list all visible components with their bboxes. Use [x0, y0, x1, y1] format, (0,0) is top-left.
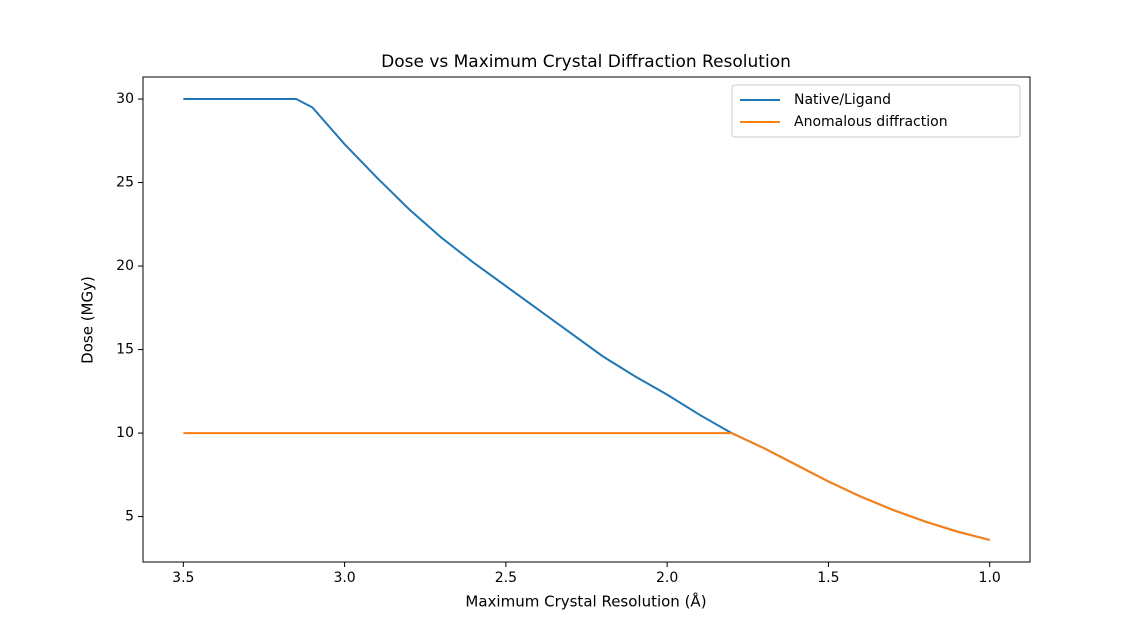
x-tick-label: 3.0	[333, 570, 355, 586]
y-tick-label: 5	[125, 509, 134, 525]
chart-title: Dose vs Maximum Crystal Diffraction Reso…	[381, 52, 791, 72]
x-tick-label: 1.5	[817, 570, 839, 586]
y-tick-label: 20	[116, 258, 134, 274]
x-tick-label: 2.0	[656, 570, 678, 586]
y-tick-label: 30	[116, 91, 134, 107]
y-tick-label: 10	[116, 425, 134, 441]
y-axis-label: Dose (MGy)	[79, 276, 97, 364]
y-tick-label: 15	[116, 342, 134, 358]
plot-frame	[142, 76, 1031, 563]
series-line	[183, 432, 990, 541]
series-line	[183, 98, 990, 541]
x-tick-label: 2.5	[495, 570, 517, 586]
legend-label: Native/Ligand	[794, 92, 891, 108]
legend-label: Anomalous diffraction	[794, 114, 948, 130]
y-tick-label: 25	[116, 175, 134, 191]
x-tick-label: 1.0	[979, 570, 1001, 586]
x-tick-label: 3.5	[172, 570, 194, 586]
legend-box	[731, 84, 1021, 138]
x-axis-label: Maximum Crystal Resolution (Å)	[465, 592, 706, 611]
